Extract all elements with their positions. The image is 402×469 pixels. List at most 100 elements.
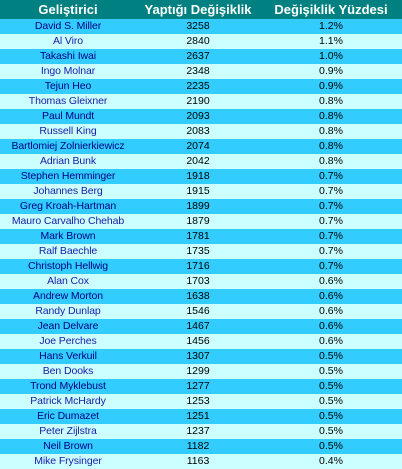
change-percentage-cell: 0.7% [260, 169, 402, 184]
change-count-cell: 1277 [136, 379, 260, 394]
change-count-cell: 1546 [136, 304, 260, 319]
table-row: Ben Dooks 1299 0.5% [0, 364, 402, 379]
change-percentage-cell: 0.8% [260, 109, 402, 124]
change-count-cell: 1781 [136, 229, 260, 244]
table-row: Mike Frysinger 1163 0.4% [0, 454, 402, 469]
change-percentage-cell: 1.2% [260, 19, 402, 34]
change-count-cell: 1918 [136, 169, 260, 184]
change-count-cell: 1915 [136, 184, 260, 199]
developer-name-cell: Al Viro [0, 34, 136, 49]
header-percentage: Değişiklik Yüzdesi [260, 0, 402, 19]
developer-name-cell: Mike Frysinger [0, 454, 136, 469]
change-count-cell: 2042 [136, 154, 260, 169]
developer-name-cell: Christoph Hellwig [0, 259, 136, 274]
header-row: Geliştirici Yaptığı Değişiklik Değişikli… [0, 0, 402, 19]
change-percentage-cell: 0.6% [260, 334, 402, 349]
change-count-cell: 1307 [136, 349, 260, 364]
developer-name-cell: Johannes Berg [0, 184, 136, 199]
developer-name-cell: Thomas Gleixner [0, 94, 136, 109]
change-count-cell: 1899 [136, 199, 260, 214]
table-row: Trond Myklebust 1277 0.5% [0, 379, 402, 394]
developer-name-cell: Trond Myklebust [0, 379, 136, 394]
change-count-cell: 1456 [136, 334, 260, 349]
table-row: Al Viro 2840 1.1% [0, 34, 402, 49]
change-percentage-cell: 0.6% [260, 289, 402, 304]
change-percentage-cell: 0.5% [260, 394, 402, 409]
table-row: Ingo Molnar 2348 0.9% [0, 64, 402, 79]
change-percentage-cell: 0.5% [260, 439, 402, 454]
developer-name-cell: Greg Kroah-Hartman [0, 199, 136, 214]
change-count-cell: 2235 [136, 79, 260, 94]
table-row: Bartlomiej Zolnierkiewicz 2074 0.8% [0, 139, 402, 154]
developer-name-cell: Ralf Baechle [0, 244, 136, 259]
change-percentage-cell: 0.8% [260, 139, 402, 154]
change-count-cell: 1716 [136, 259, 260, 274]
change-percentage-cell: 0.5% [260, 424, 402, 439]
developer-name-cell: Ingo Molnar [0, 64, 136, 79]
change-percentage-cell: 1.1% [260, 34, 402, 49]
developer-name-cell: Peter Zijlstra [0, 424, 136, 439]
developer-name-cell: Jean Delvare [0, 319, 136, 334]
developer-name-cell: Stephen Hemminger [0, 169, 136, 184]
table-row: Adrian Bunk 2042 0.8% [0, 154, 402, 169]
table-row: Randy Dunlap 1546 0.6% [0, 304, 402, 319]
developer-name-cell: Mark Brown [0, 229, 136, 244]
developer-name-cell: Hans Verkuil [0, 349, 136, 364]
change-count-cell: 1735 [136, 244, 260, 259]
table-row: Christoph Hellwig 1716 0.7% [0, 259, 402, 274]
change-count-cell: 1299 [136, 364, 260, 379]
change-percentage-cell: 0.8% [260, 154, 402, 169]
header-changes: Yaptığı Değişiklik [136, 0, 260, 19]
change-percentage-cell: 0.7% [260, 244, 402, 259]
change-count-cell: 1879 [136, 214, 260, 229]
change-percentage-cell: 0.9% [260, 64, 402, 79]
developer-name-cell: Alan Cox [0, 274, 136, 289]
table-row: Patrick McHardy 1253 0.5% [0, 394, 402, 409]
table-row: David S. Miller 3258 1.2% [0, 19, 402, 34]
change-count-cell: 1253 [136, 394, 260, 409]
table-row: Alan Cox 1703 0.6% [0, 274, 402, 289]
developer-name-cell: Paul Mundt [0, 109, 136, 124]
table-row: Ralf Baechle 1735 0.7% [0, 244, 402, 259]
table-row: Mark Brown 1781 0.7% [0, 229, 402, 244]
developer-name-cell: Andrew Morton [0, 289, 136, 304]
change-count-cell: 1163 [136, 454, 260, 469]
table-row: Greg Kroah-Hartman 1899 0.7% [0, 199, 402, 214]
developer-name-cell: Russell King [0, 124, 136, 139]
table-row: Johannes Berg 1915 0.7% [0, 184, 402, 199]
table-row: Hans Verkuil 1307 0.5% [0, 349, 402, 364]
change-percentage-cell: 0.6% [260, 274, 402, 289]
change-count-cell: 2637 [136, 49, 260, 64]
developer-name-cell: Patrick McHardy [0, 394, 136, 409]
change-percentage-cell: 0.7% [260, 199, 402, 214]
change-count-cell: 1182 [136, 439, 260, 454]
table-row: Peter Zijlstra 1237 0.5% [0, 424, 402, 439]
table-row: Thomas Gleixner 2190 0.8% [0, 94, 402, 109]
change-percentage-cell: 0.7% [260, 259, 402, 274]
change-count-cell: 1237 [136, 424, 260, 439]
change-percentage-cell: 0.5% [260, 379, 402, 394]
table-row: Russell King 2083 0.8% [0, 124, 402, 139]
change-count-cell: 1467 [136, 319, 260, 334]
header-developer: Geliştirici [0, 0, 136, 19]
table-row: Neil Brown 1182 0.5% [0, 439, 402, 454]
table-row: Joe Perches 1456 0.6% [0, 334, 402, 349]
change-percentage-cell: 0.6% [260, 319, 402, 334]
developer-name-cell: David S. Miller [0, 19, 136, 34]
table-row: Tejun Heo 2235 0.9% [0, 79, 402, 94]
change-percentage-cell: 0.8% [260, 94, 402, 109]
table-row: Mauro Carvalho Chehab 1879 0.7% [0, 214, 402, 229]
change-count-cell: 2083 [136, 124, 260, 139]
change-percentage-cell: 0.5% [260, 349, 402, 364]
change-percentage-cell: 0.4% [260, 454, 402, 469]
change-percentage-cell: 0.7% [260, 229, 402, 244]
table-row: Stephen Hemminger 1918 0.7% [0, 169, 402, 184]
change-count-cell: 2190 [136, 94, 260, 109]
developer-name-cell: Adrian Bunk [0, 154, 136, 169]
table-body: David S. Miller 3258 1.2% Al Viro 2840 1.1% Ta… [0, 19, 402, 469]
change-percentage-cell: 0.6% [260, 304, 402, 319]
change-percentage-cell: 0.7% [260, 184, 402, 199]
change-count-cell: 1638 [136, 289, 260, 304]
developer-name-cell: Eric Dumazet [0, 409, 136, 424]
